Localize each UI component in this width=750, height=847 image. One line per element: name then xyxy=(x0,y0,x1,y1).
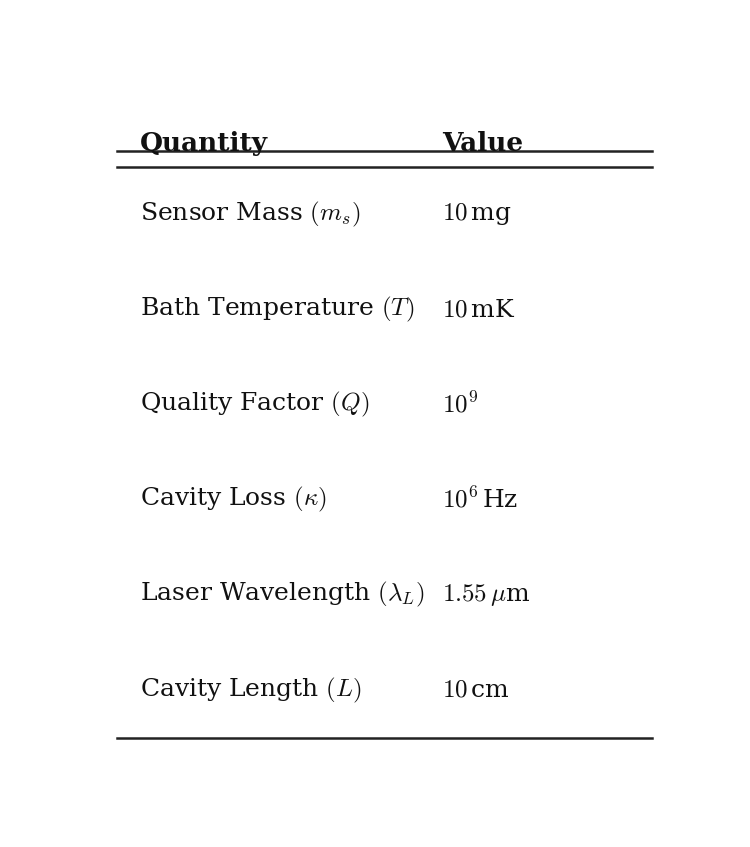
Text: Laser Wavelength $(\lambda_L)$: Laser Wavelength $(\lambda_L)$ xyxy=(140,580,424,609)
Text: Sensor Mass $(m_s)$: Sensor Mass $(m_s)$ xyxy=(140,200,361,229)
Text: $10\,$mK: $10\,$mK xyxy=(442,298,516,321)
Text: $10\,$mg: $10\,$mg xyxy=(442,202,512,227)
Text: Quality Factor $(Q)$: Quality Factor $(Q)$ xyxy=(140,390,370,419)
Text: Cavity Length $(L)$: Cavity Length $(L)$ xyxy=(140,675,362,705)
Text: $10^6\,$Hz: $10^6\,$Hz xyxy=(442,487,519,512)
Text: $10^9$: $10^9$ xyxy=(442,392,478,418)
Text: Quantity: Quantity xyxy=(140,131,268,156)
Text: Bath Temperature $(T)$: Bath Temperature $(T)$ xyxy=(140,295,415,324)
Text: $10\,$cm: $10\,$cm xyxy=(442,678,510,701)
Text: $1.55\,\mu$m: $1.55\,\mu$m xyxy=(442,582,531,608)
Text: Value: Value xyxy=(442,131,524,156)
Text: Cavity Loss $(\kappa)$: Cavity Loss $(\kappa)$ xyxy=(140,485,327,514)
